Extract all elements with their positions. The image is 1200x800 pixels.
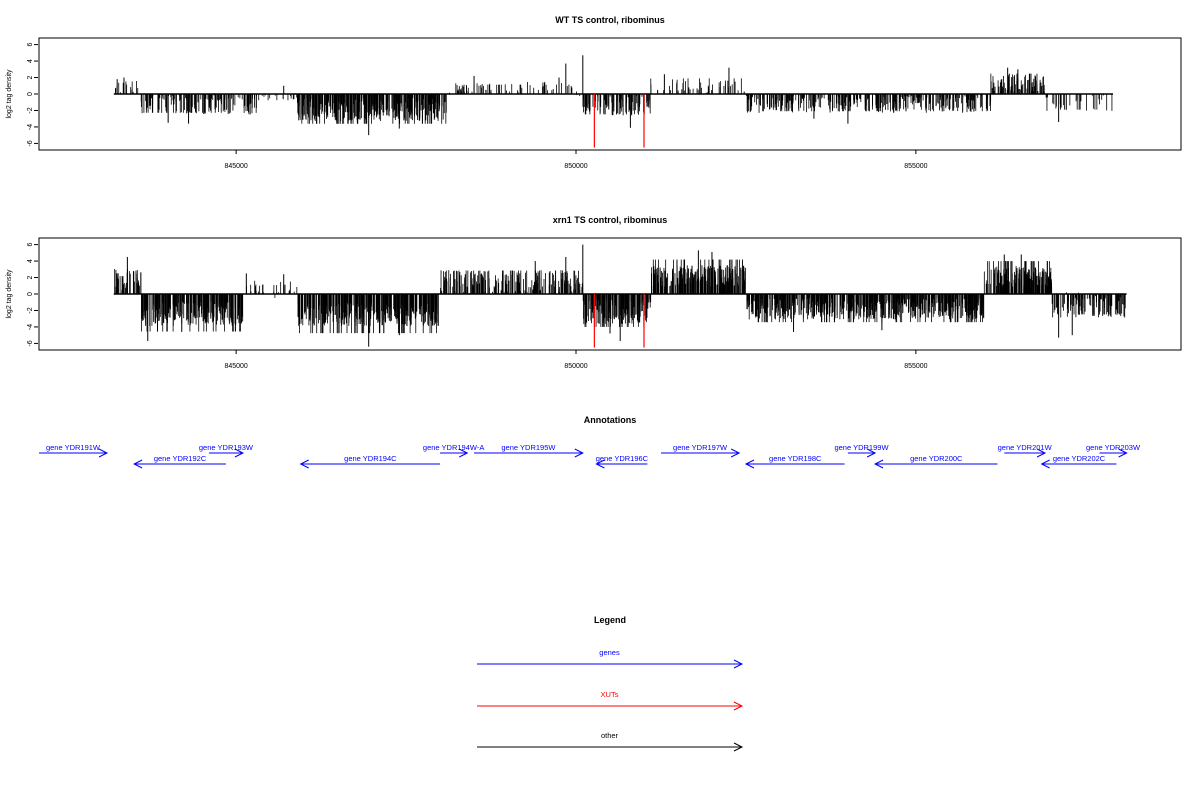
legend: Legend genes XUTs other [477,615,744,752]
xrn1-y-axis-label: log2 tag density [6,269,13,319]
wt-y-tick-label: -2 [27,107,34,113]
xrn1-density-panel: xrn1 TS control, ribominus log2 tag dens… [6,215,1182,370]
gene-arrow-head [133,459,143,469]
gene-label: gene YDR201W [998,443,1053,452]
gene-arrow-head [459,448,469,458]
gene-arrow-head [299,459,309,469]
gene-label: gene YDR196C [596,454,649,463]
xrn1-y-tick-label: -4 [27,324,34,330]
xrn1-density-bars [113,244,1127,347]
gene-arrow: gene YDR195W [474,443,584,458]
xrn1-plot-frame [38,237,1182,351]
wt-y-axis-label: log2 tag density [6,69,13,119]
gene-arrow-head [98,448,109,458]
gene-label: gene YDR193W [199,443,254,452]
gene-arrow-head [744,459,755,469]
gene-arrow: gene YDR200C [873,454,998,469]
gene-arrow: gene YDR197W [660,443,741,458]
gene-label: gene YDR191W [46,443,101,452]
legend-label: XUTs [601,690,619,699]
gene-arrow-head [1118,448,1128,458]
gene-label: gene YDR192C [154,454,207,463]
legend-item: XUTs [477,690,744,711]
gene-arrow: gene YDR194C [299,454,441,469]
wt-density-bars [113,55,1114,136]
wt-x-tick-label: 855000 [904,163,927,170]
gene-arrow: gene YDR193W [199,443,254,458]
xrn1-x-tick-label: 850000 [564,363,587,370]
legend-arrow-head [733,659,744,669]
xrn1-x-ticks: 845000 850000 855000 [224,350,928,370]
gene-arrow: gene YDR201W [998,443,1053,458]
wt-panel-title: WT TS control, ribominus [555,15,665,25]
gene-arrow: gene YDR203W [1086,443,1141,458]
wt-y-tick-label: 4 [27,59,34,63]
xrn1-y-tick-label: -6 [27,340,34,346]
wt-plot-frame [38,37,1182,151]
gene-arrow-head [1036,448,1047,458]
legend-arrow-head [733,701,744,711]
legend-title: Legend [594,615,626,625]
gene-label: gene YDR195W [501,443,556,452]
gene-arrow-head [234,448,245,458]
gene-arrow: gene YDR191W [39,443,109,458]
gene-arrow: gene YDR196C [595,454,649,469]
legend-label: genes [599,648,620,657]
gene-label: gene YDR203W [1086,443,1141,452]
legend-item: genes [477,648,744,669]
xrn1-xut-highlights [593,294,645,348]
gene-arrow: gene YDR192C [133,454,226,469]
gene-arrow-head [873,459,884,469]
legend-items: genes XUTs other [477,648,744,752]
wt-y-tick-label: 0 [27,92,34,96]
gene-arrows: gene YDR191W gene YDR192C gene YDR193W gene… [39,443,1141,469]
gene-label: gene YDR202C [1053,454,1106,463]
gene-arrow: gene YDR199W [834,443,889,458]
wt-xut-highlights [593,94,645,148]
gene-arrow: gene YDR202C [1040,454,1117,469]
gene-label: gene YDR194C [344,454,397,463]
wt-y-tick-label: -6 [27,140,34,146]
gene-arrow-head [595,459,605,469]
gene-label: gene YDR199W [834,443,889,452]
wt-y-tick-label: 2 [27,75,34,79]
gene-label: gene YDR197W [673,443,728,452]
gene-arrow-head [1040,459,1050,469]
xrn1-y-tick-label: 4 [27,259,34,263]
wt-x-ticks: 845000 850000 855000 [224,150,928,170]
gene-arrow: gene YDR198C [744,454,845,469]
wt-y-ticks: 6 4 2 0 -2 -4 -6 [27,43,38,147]
wt-x-tick-label: 850000 [564,163,587,170]
gene-label: gene YDR200C [910,454,963,463]
wt-y-tick-label: -4 [27,124,34,130]
wt-y-tick-label: 6 [27,43,34,47]
xrn1-y-tick-label: -2 [27,307,34,313]
gene-arrow-head [574,448,584,458]
gene-label: gene YDR198C [769,454,822,463]
xrn1-panel-title: xrn1 TS control, ribominus [553,215,668,225]
gene-arrow-head [730,448,741,458]
xrn1-x-tick-label: 855000 [904,363,927,370]
gene-arrow: gene YDR194W-A [423,443,484,458]
xrn1-x-tick-label: 845000 [224,363,247,370]
legend-arrow-head [733,742,744,752]
annotations-title: Annotations [584,415,637,425]
xrn1-y-ticks: 6 4 2 0 -2 -4 -6 [27,243,38,347]
gene-label: gene YDR194W-A [423,443,484,452]
xrn1-y-tick-label: 6 [27,243,34,247]
gene-arrow-head [866,448,877,458]
wt-x-tick-label: 845000 [224,163,247,170]
xrn1-y-tick-label: 0 [27,292,34,296]
wt-density-panel: WT TS control, ribominus log2 tag densit… [6,15,1182,170]
xrn1-y-tick-label: 2 [27,275,34,279]
legend-item: other [477,731,744,752]
legend-label: other [601,731,619,740]
